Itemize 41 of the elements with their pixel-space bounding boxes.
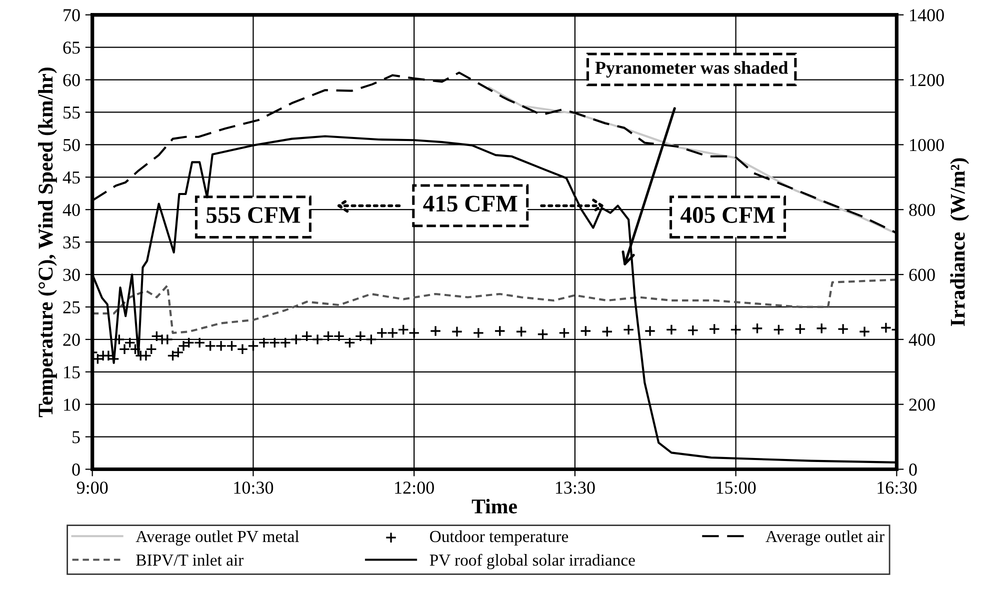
y-tick-label: 25 — [63, 301, 80, 314]
annotation: 415 CFM — [423, 196, 518, 212]
y-tick-label: 5 — [72, 431, 80, 444]
y-tick-label: 35 — [63, 236, 80, 248]
y2-tick-label: 1000 — [910, 138, 944, 152]
legend-label: Outdoor temperature — [430, 530, 568, 546]
y2-tick-label: 1200 — [910, 74, 944, 86]
y-tick-label: 30 — [63, 268, 80, 281]
y-tick-label: 50 — [64, 138, 80, 152]
y-tick-label: 60 — [63, 74, 80, 86]
y2-tick-label: 600 — [909, 268, 935, 281]
y-tick-label: 65 — [63, 42, 80, 54]
y-tick-label: 40 — [62, 204, 80, 216]
x-tick-label: 10:30 — [234, 482, 274, 494]
annotation: 555 CFM — [206, 207, 300, 223]
annotation: 405 CFM — [680, 207, 775, 223]
y2-axis-title: Irradiance (W/m²) — [950, 158, 970, 326]
y-tick-label: 10 — [64, 398, 80, 411]
annotation: Pyranometer was shaded — [595, 61, 788, 78]
legend-label: PV roof global solar irradiance — [430, 554, 635, 570]
y2-tick-label: 800 — [909, 204, 935, 216]
legend-label: Average outlet PV metal — [136, 530, 300, 546]
y2-tick-label: 0 — [909, 464, 917, 476]
y2-tick-label: 200 — [909, 398, 935, 411]
x-axis-title: Time — [472, 498, 517, 514]
y2-tick-label: 1400 — [910, 9, 944, 22]
x-tick-label: 9:00 — [76, 482, 108, 494]
x-tick-label: 16:30 — [878, 482, 917, 494]
y2-tick-label: 400 — [908, 334, 935, 346]
legend-label: BIPV/T inlet air — [136, 554, 244, 566]
y-tick-label: 45 — [62, 172, 80, 184]
y-tick-label: 20 — [63, 334, 80, 346]
x-tick-label: 12:00 — [395, 482, 434, 494]
legend-label: Average outlet air — [766, 530, 884, 546]
y-tick-label: 55 — [64, 106, 80, 119]
x-tick-label: 13:30 — [556, 482, 595, 494]
y-tick-label: 70 — [64, 9, 80, 22]
y-tick-label: 0 — [72, 464, 80, 476]
x-tick-label: 15:00 — [716, 482, 756, 494]
y-tick-label: 15 — [64, 366, 80, 378]
y-axis-title: Temperature (°C), Wind Speed (km/hr) — [38, 68, 57, 418]
